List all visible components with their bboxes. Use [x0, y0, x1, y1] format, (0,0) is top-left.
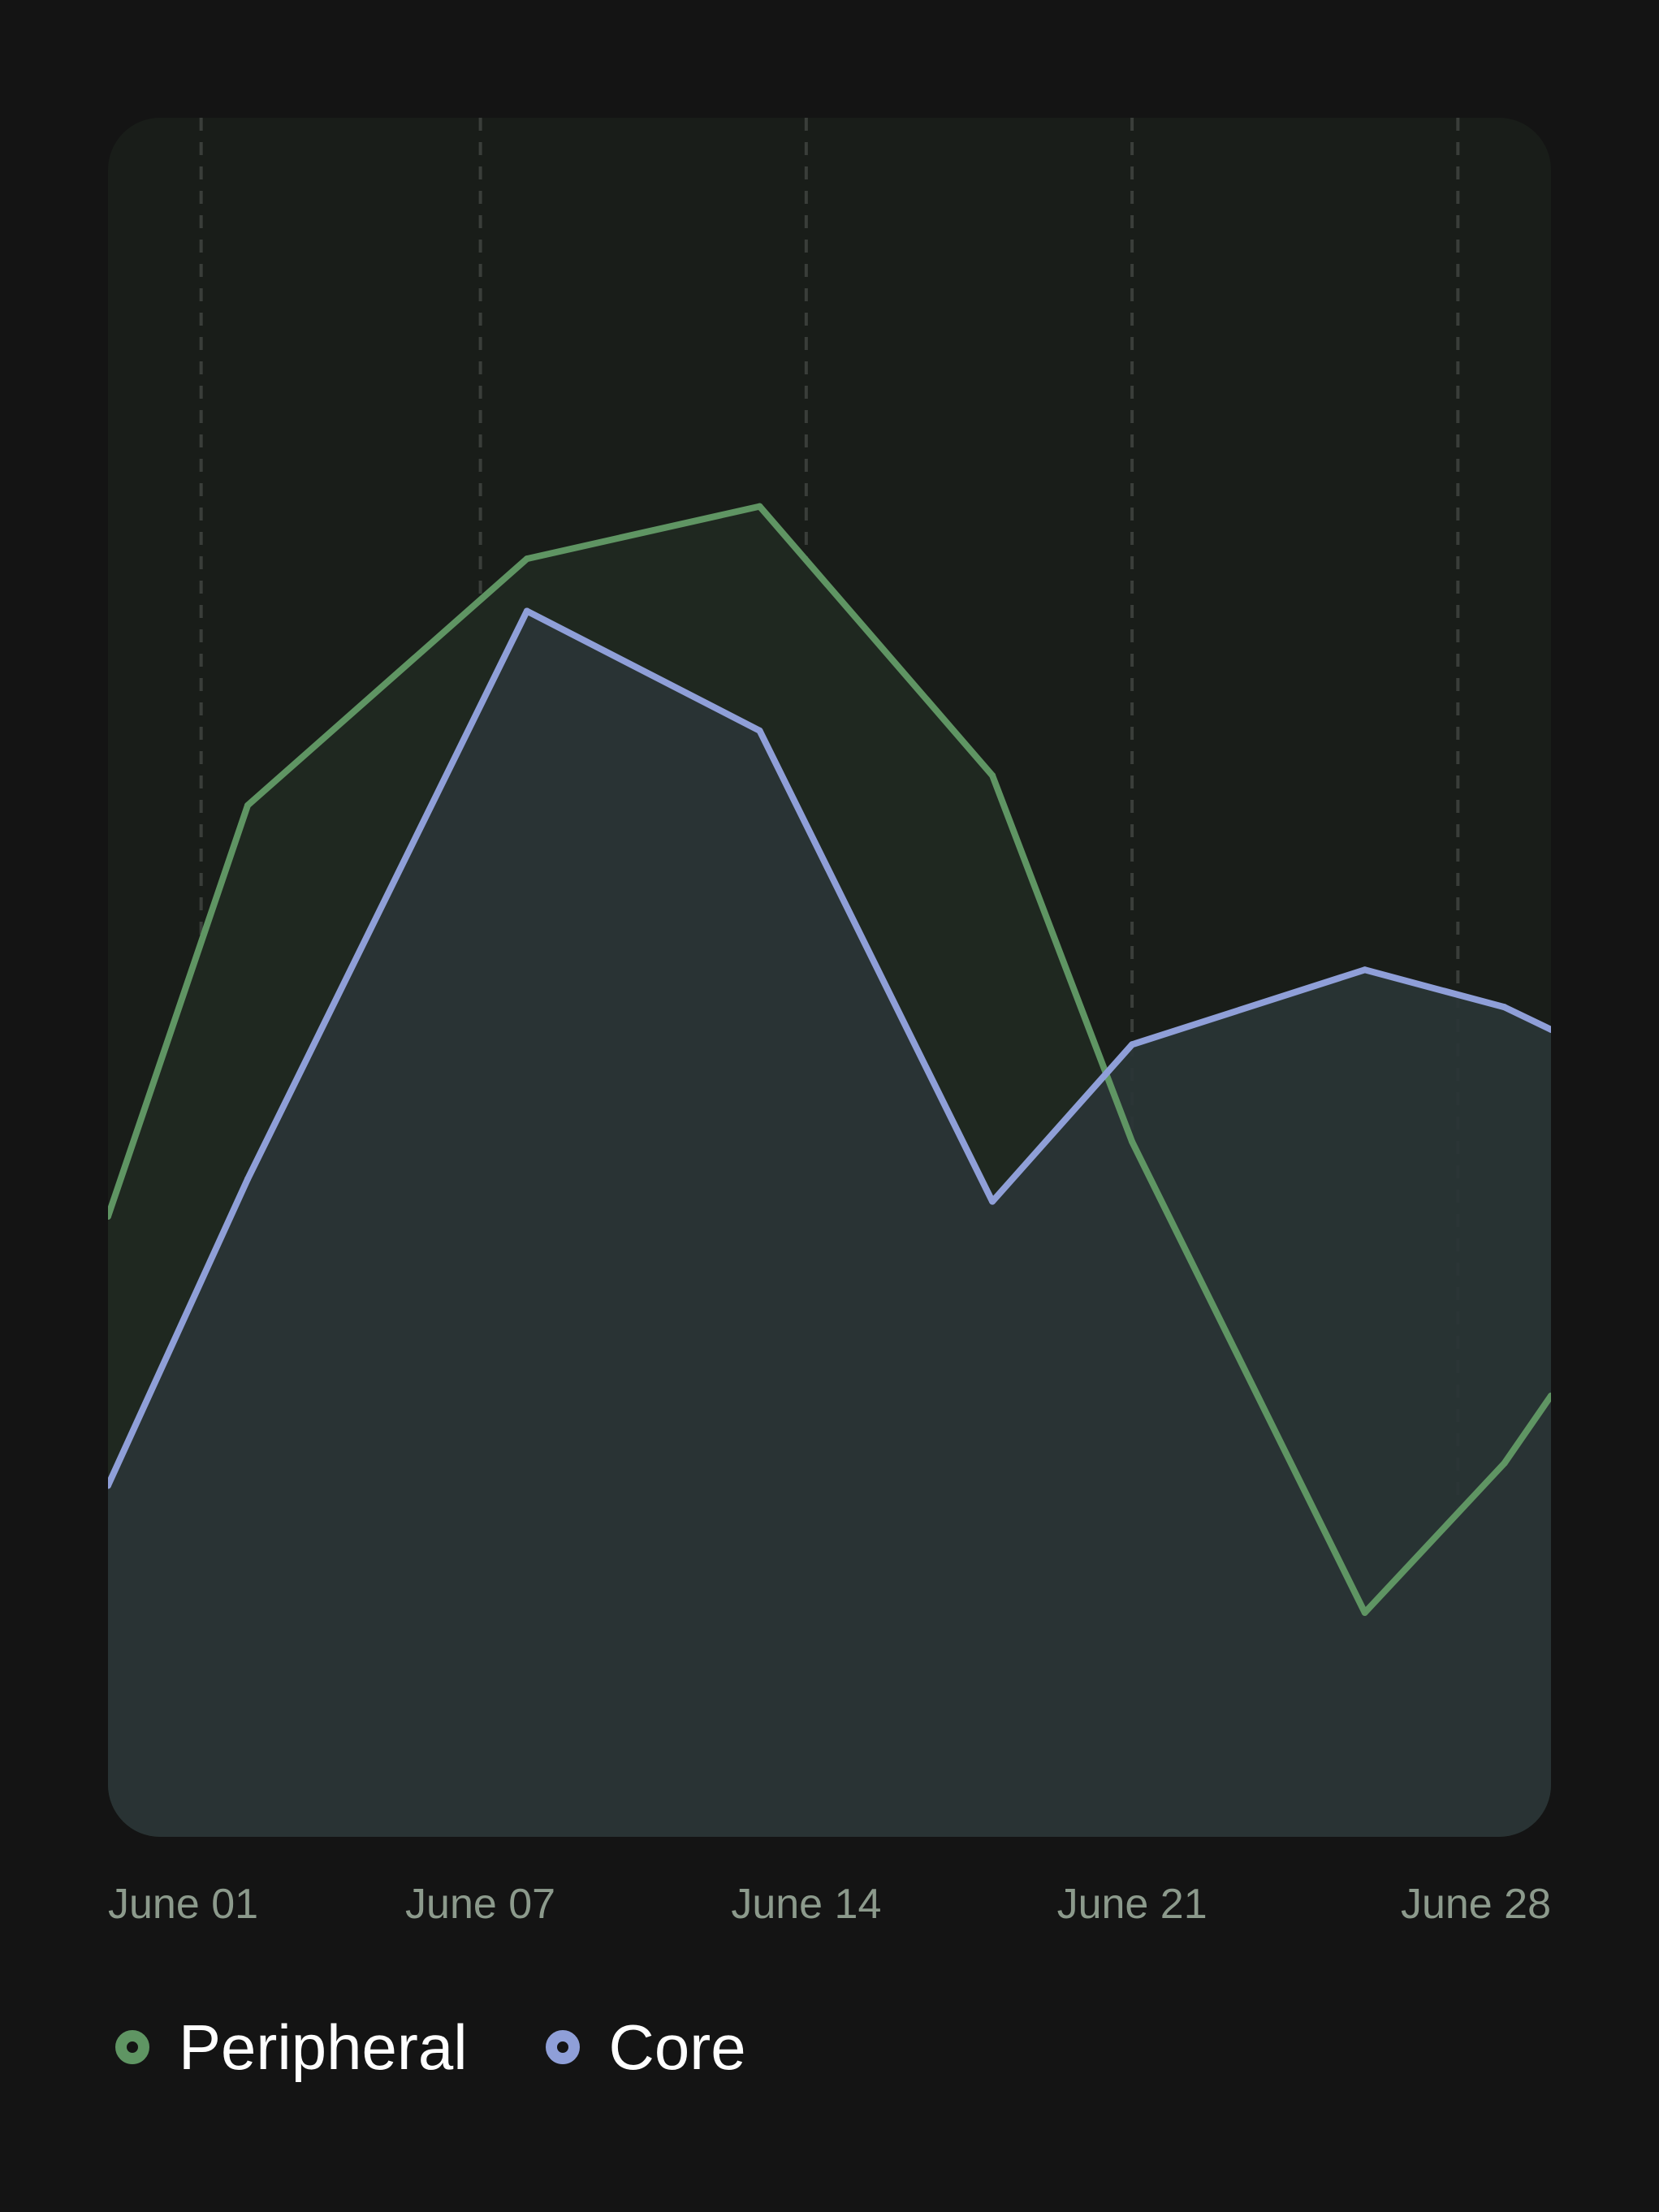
point-peripheral-2[interactable]	[523, 555, 530, 563]
legend-label-core: Core	[608, 2011, 746, 2083]
point-core-7[interactable]	[1501, 1004, 1508, 1011]
point-core-8[interactable]	[1548, 1026, 1554, 1033]
legend-swatch-peripheral-icon	[115, 2030, 149, 2064]
point-core-3[interactable]	[756, 727, 763, 734]
point-core-1[interactable]	[244, 1176, 251, 1182]
point-peripheral-3[interactable]	[756, 503, 763, 510]
point-peripheral-8[interactable]	[1548, 1392, 1554, 1399]
point-peripheral-7[interactable]	[1501, 1459, 1508, 1467]
point-core-5[interactable]	[1129, 1041, 1136, 1048]
point-peripheral-4[interactable]	[989, 772, 996, 779]
point-core-2[interactable]	[523, 607, 530, 615]
area-core	[108, 611, 1551, 1837]
point-core-0[interactable]	[105, 1482, 111, 1489]
x-tick-label: June 01	[108, 1881, 258, 1928]
x-tick-label: June 28	[1401, 1881, 1551, 1928]
point-peripheral-1[interactable]	[244, 801, 251, 809]
legend: Peripheral Core	[115, 2015, 824, 2079]
point-peripheral-6[interactable]	[1361, 1609, 1368, 1616]
x-tick-label: June 21	[1057, 1881, 1208, 1928]
point-core-6[interactable]	[1361, 966, 1368, 974]
x-tick-label: June 14	[731, 1881, 881, 1928]
legend-label-peripheral: Peripheral	[179, 2011, 468, 2083]
point-peripheral-5[interactable]	[1129, 1138, 1136, 1145]
point-core-4[interactable]	[989, 1198, 996, 1205]
x-tick-label: June 07	[405, 1881, 555, 1928]
legend-item-peripheral[interactable]: Peripheral	[115, 2015, 468, 2079]
point-peripheral-0[interactable]	[105, 1213, 111, 1220]
legend-item-core[interactable]: Core	[545, 2011, 746, 2083]
legend-swatch-core-icon	[545, 2030, 580, 2064]
